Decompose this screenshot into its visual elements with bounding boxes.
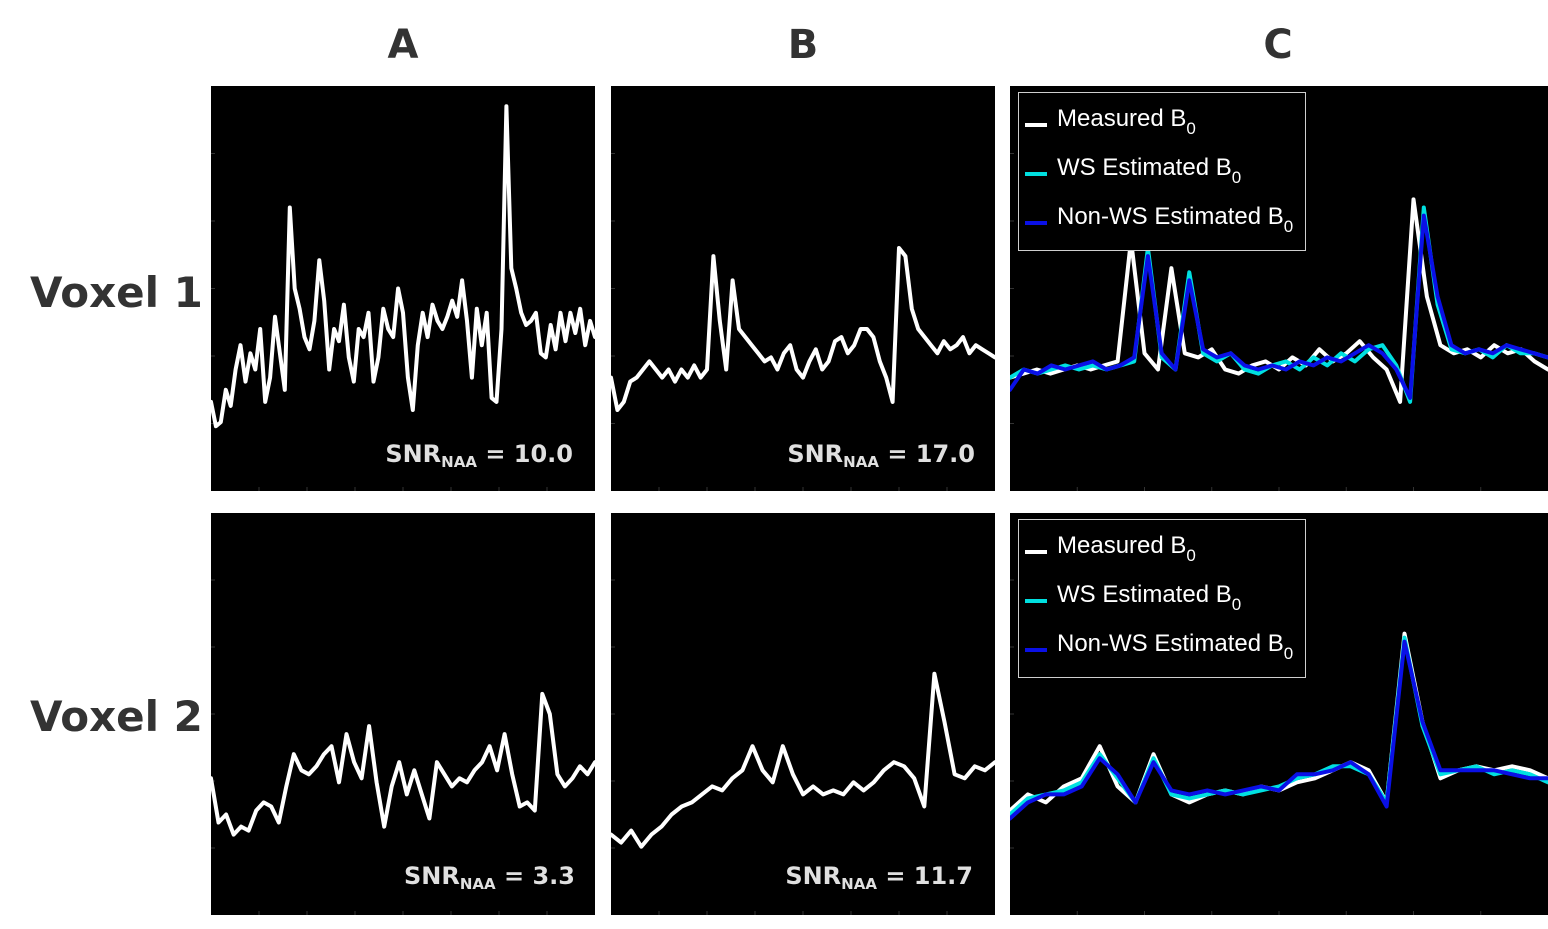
- spectrum-panel-voxel1-c: Measured B0 WS Estimated B0 Non-WS Estim…: [1010, 86, 1548, 491]
- spectrum-line: [611, 246, 995, 412]
- row-heading-voxel-2: Voxel 2: [30, 692, 203, 741]
- spectrum-panel-voxel1-b: SNRNAA = 17.0: [611, 86, 995, 491]
- spectrum-plot: [611, 153, 995, 491]
- legend-voxel2: Measured B0 WS Estimated B0 Non-WS Estim…: [1018, 519, 1307, 678]
- spectrum-panel-voxel2-c: Measured B0 WS Estimated B0 Non-WS Estim…: [1010, 513, 1548, 915]
- spectrum-line: [611, 671, 995, 849]
- spectrum-line: [211, 104, 595, 429]
- legend-swatch-ws: [1025, 598, 1047, 603]
- snr-label-voxel1-b: SNRNAA = 17.0: [787, 440, 975, 471]
- spectrum-plot: [611, 579, 995, 915]
- row-heading-voxel-1: Voxel 1: [30, 268, 203, 317]
- legend-item-ws: WS Estimated B0: [1025, 573, 1293, 622]
- spectrum-plot: [211, 579, 595, 915]
- column-heading-a: A: [387, 22, 419, 68]
- legend-swatch-ws: [1025, 171, 1047, 176]
- spectrum-plot: [1010, 579, 1548, 915]
- spectrum-plot: [211, 104, 595, 491]
- legend-swatch-nonws: [1025, 220, 1047, 225]
- legend-item-ws: WS Estimated B0: [1025, 146, 1293, 195]
- spectrum-panel-voxel2-b: SNRNAA = 11.7: [611, 513, 995, 915]
- legend-swatch-measured: [1025, 122, 1047, 127]
- spectrum-panel-voxel1-a: SNRNAA = 10.0: [211, 86, 595, 491]
- non-ws-estimated-line: [1010, 213, 1548, 400]
- legend-item-nonws: Non-WS Estimated B0: [1025, 195, 1293, 244]
- legend-item-measured: Measured B0: [1025, 97, 1293, 146]
- column-heading-b: B: [787, 22, 819, 68]
- legend-item-nonws: Non-WS Estimated B0: [1025, 622, 1293, 671]
- non-ws-estimated-line: [1010, 639, 1548, 821]
- legend-swatch-measured: [1025, 549, 1047, 554]
- legend-swatch-nonws: [1025, 647, 1047, 652]
- snr-label-voxel1-a: SNRNAA = 10.0: [385, 440, 573, 471]
- spectrum-panel-voxel2-a: SNRNAA = 3.3: [211, 513, 595, 915]
- legend-voxel1: Measured B0 WS Estimated B0 Non-WS Estim…: [1018, 92, 1307, 251]
- column-heading-c: C: [1263, 22, 1293, 68]
- snr-label-voxel2-b: SNRNAA = 11.7: [785, 862, 973, 893]
- legend-item-measured: Measured B0: [1025, 524, 1293, 573]
- snr-label-voxel2-a: SNRNAA = 3.3: [404, 862, 575, 893]
- spectrum-plot: [1010, 153, 1548, 491]
- spectrum-line: [211, 691, 595, 837]
